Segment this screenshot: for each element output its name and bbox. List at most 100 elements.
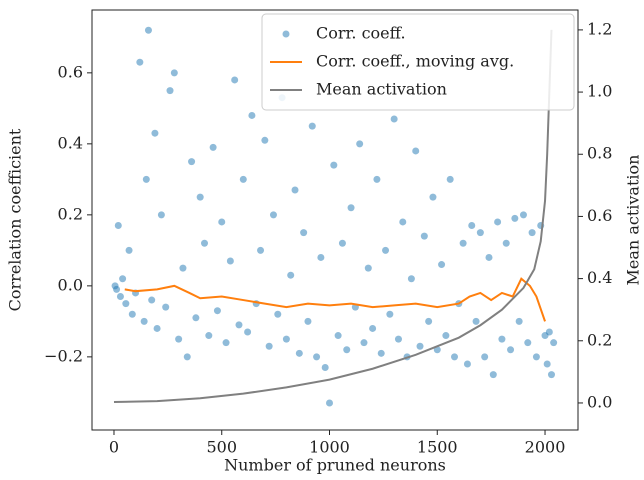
- x-tick-label: 1000: [309, 438, 350, 457]
- point: [338, 239, 346, 247]
- point: [347, 204, 355, 212]
- point: [128, 310, 136, 318]
- y-tick-label: 0.2: [58, 204, 83, 223]
- point: [373, 175, 381, 183]
- point: [550, 339, 558, 347]
- legend-label: Corr. coeff., moving avg.: [316, 52, 514, 71]
- point: [313, 353, 321, 361]
- point: [502, 239, 510, 247]
- point: [394, 335, 402, 343]
- point: [122, 300, 130, 308]
- point: [451, 353, 459, 361]
- point: [433, 346, 441, 354]
- point: [218, 218, 226, 226]
- y2-axis-label: Mean activation: [624, 155, 643, 286]
- point: [543, 360, 551, 368]
- point: [442, 332, 450, 340]
- point: [390, 115, 398, 123]
- point: [295, 349, 303, 357]
- point: [360, 339, 368, 347]
- point: [162, 303, 170, 311]
- point: [498, 335, 506, 343]
- point: [321, 364, 329, 372]
- point: [201, 239, 209, 247]
- point: [459, 239, 467, 247]
- y2-tick-label: 0.2: [587, 330, 612, 349]
- point: [438, 261, 446, 269]
- point: [356, 140, 364, 148]
- point: [244, 328, 252, 336]
- point: [511, 214, 519, 222]
- point: [446, 175, 454, 183]
- point: [209, 143, 217, 151]
- point: [528, 229, 536, 237]
- point: [420, 232, 428, 240]
- point: [547, 371, 555, 379]
- point: [274, 310, 282, 318]
- x-tick-label: 1500: [417, 438, 458, 457]
- point: [183, 353, 191, 361]
- y-tick-label: 0.6: [58, 62, 83, 81]
- point: [265, 342, 273, 350]
- y2-tick-label: 0.4: [587, 268, 612, 287]
- point: [476, 229, 484, 237]
- point: [222, 339, 230, 347]
- point: [308, 122, 316, 130]
- point: [231, 76, 239, 84]
- point: [140, 317, 148, 325]
- point: [125, 246, 133, 254]
- point: [407, 275, 415, 283]
- point: [196, 193, 204, 201]
- line: [124, 277, 546, 322]
- point: [416, 342, 424, 350]
- point: [179, 264, 187, 272]
- point: [175, 335, 183, 343]
- plot-frame: [91, 9, 579, 431]
- point: [399, 218, 407, 226]
- point: [425, 317, 433, 325]
- point: [463, 360, 471, 368]
- point: [300, 229, 308, 237]
- y2-tick-label: 1.2: [587, 19, 612, 38]
- point: [113, 285, 121, 293]
- point: [364, 264, 372, 272]
- y-tick-label: −0.2: [44, 346, 83, 365]
- point: [192, 314, 200, 322]
- point: [330, 161, 338, 169]
- point: [157, 211, 165, 219]
- point: [468, 222, 476, 230]
- point: [226, 257, 234, 265]
- legend-label: Corr. coeff.: [316, 24, 406, 43]
- point: [489, 371, 497, 379]
- point: [114, 222, 122, 230]
- y2-tick-label: 0.6: [587, 206, 612, 225]
- point: [304, 317, 312, 325]
- x-tick-label: 0: [109, 438, 119, 457]
- point: [170, 69, 178, 77]
- line: [113, 29, 553, 404]
- point: [151, 129, 159, 137]
- point: [515, 317, 523, 325]
- point: [153, 324, 161, 332]
- point: [524, 339, 532, 347]
- point: [472, 317, 480, 325]
- point: [119, 275, 127, 283]
- point: [235, 321, 243, 329]
- point: [377, 349, 385, 357]
- point: [166, 87, 174, 95]
- y2-tick-label: 1.0: [587, 82, 612, 101]
- point: [248, 111, 256, 119]
- point: [148, 296, 156, 304]
- point: [343, 346, 351, 354]
- y2-tick-label: 0.8: [587, 144, 612, 163]
- point: [144, 26, 152, 34]
- x-tick-label: 500: [206, 438, 237, 457]
- point: [205, 332, 213, 340]
- point: [545, 328, 553, 336]
- y-tick-label: 0.0: [58, 275, 83, 294]
- point: [282, 335, 290, 343]
- point: [317, 253, 325, 261]
- point: [369, 324, 377, 332]
- point: [382, 246, 390, 254]
